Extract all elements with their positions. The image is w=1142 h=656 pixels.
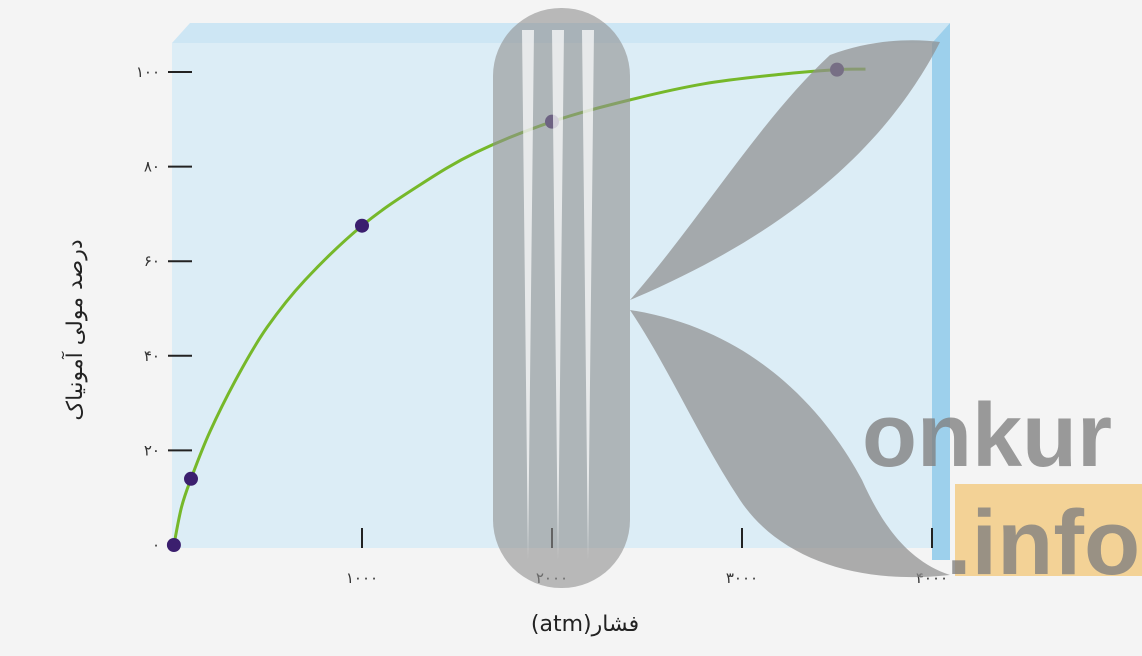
x-tick-label: ۱۰۰۰ [346,569,378,587]
data-point [166,538,181,552]
x-tick-label: ۳۰۰۰ [726,569,758,587]
y-tick-label: ۴۰ [144,347,160,365]
data-point [184,471,198,486]
watermark-stem-stripes [522,30,594,560]
plot-side-face [932,23,950,560]
watermark-text-onkur: onkur [862,386,1112,486]
y-tick-label: ۸۰ [144,158,160,176]
watermark-upper-leaf [630,40,940,301]
y-axis-title: درصد مولی آمونیاک [61,239,88,420]
watermark-text-info: .info [946,492,1140,594]
y-tick-label: ۰ [152,536,160,554]
watermark-lower-leaf [630,310,950,578]
y-tick-label: ۲۰ [144,441,160,459]
watermark-accent-block [955,484,1142,576]
data-point [355,218,369,233]
series-line [172,67,866,546]
y-tick-label: ۱۰۰ [136,63,160,81]
x-axis-title: فشار(atm) [531,612,639,637]
watermark-logo: onkur .info [493,8,1142,594]
y-tick-label: ۶۰ [144,252,160,270]
series-group [172,67,866,546]
